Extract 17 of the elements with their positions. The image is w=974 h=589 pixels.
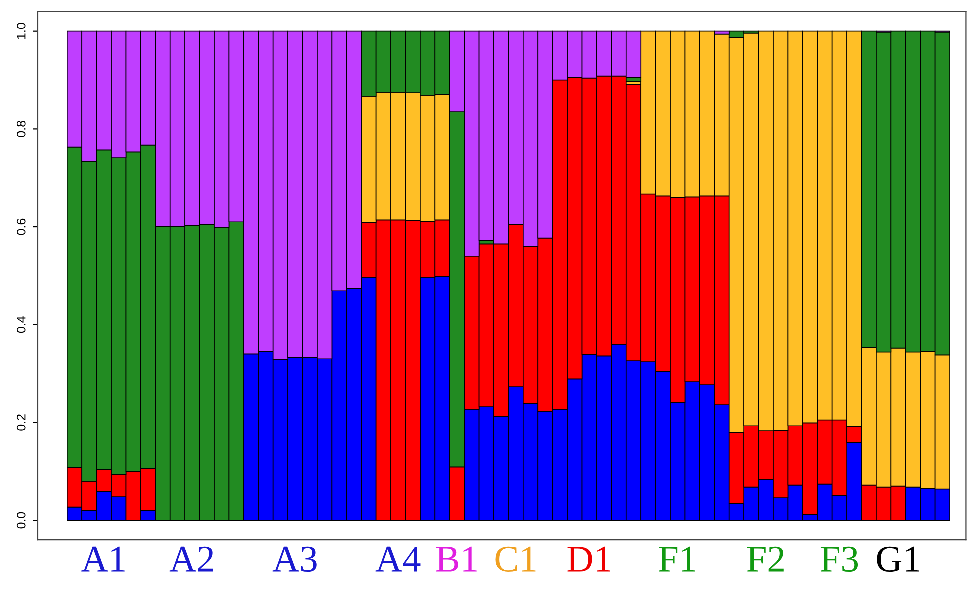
x-tick-label: A4 bbox=[376, 546, 421, 572]
x-tick-label: G1 bbox=[877, 546, 920, 572]
y-tick-label: 0.6 bbox=[16, 218, 26, 236]
x-tick-label: F3 bbox=[820, 546, 858, 572]
y-tick-label: 1.0 bbox=[16, 23, 26, 40]
y-tick-label: 0.0 bbox=[16, 512, 26, 529]
x-tick-label: A1 bbox=[82, 546, 125, 572]
x-tick-label: F1 bbox=[659, 546, 696, 572]
y-tick-label: 0.4 bbox=[16, 316, 26, 334]
y-tick-label: 0.2 bbox=[16, 414, 26, 431]
y-tick-label: 0.8 bbox=[16, 121, 26, 138]
x-tick-label: C1 bbox=[496, 546, 536, 572]
x-tick-label: A2 bbox=[170, 546, 214, 572]
x-tick-label: A3 bbox=[272, 546, 317, 572]
x-tick-label: B1 bbox=[436, 546, 477, 572]
x-tick-label: F2 bbox=[747, 546, 784, 572]
x-tick-label: D1 bbox=[568, 546, 610, 572]
